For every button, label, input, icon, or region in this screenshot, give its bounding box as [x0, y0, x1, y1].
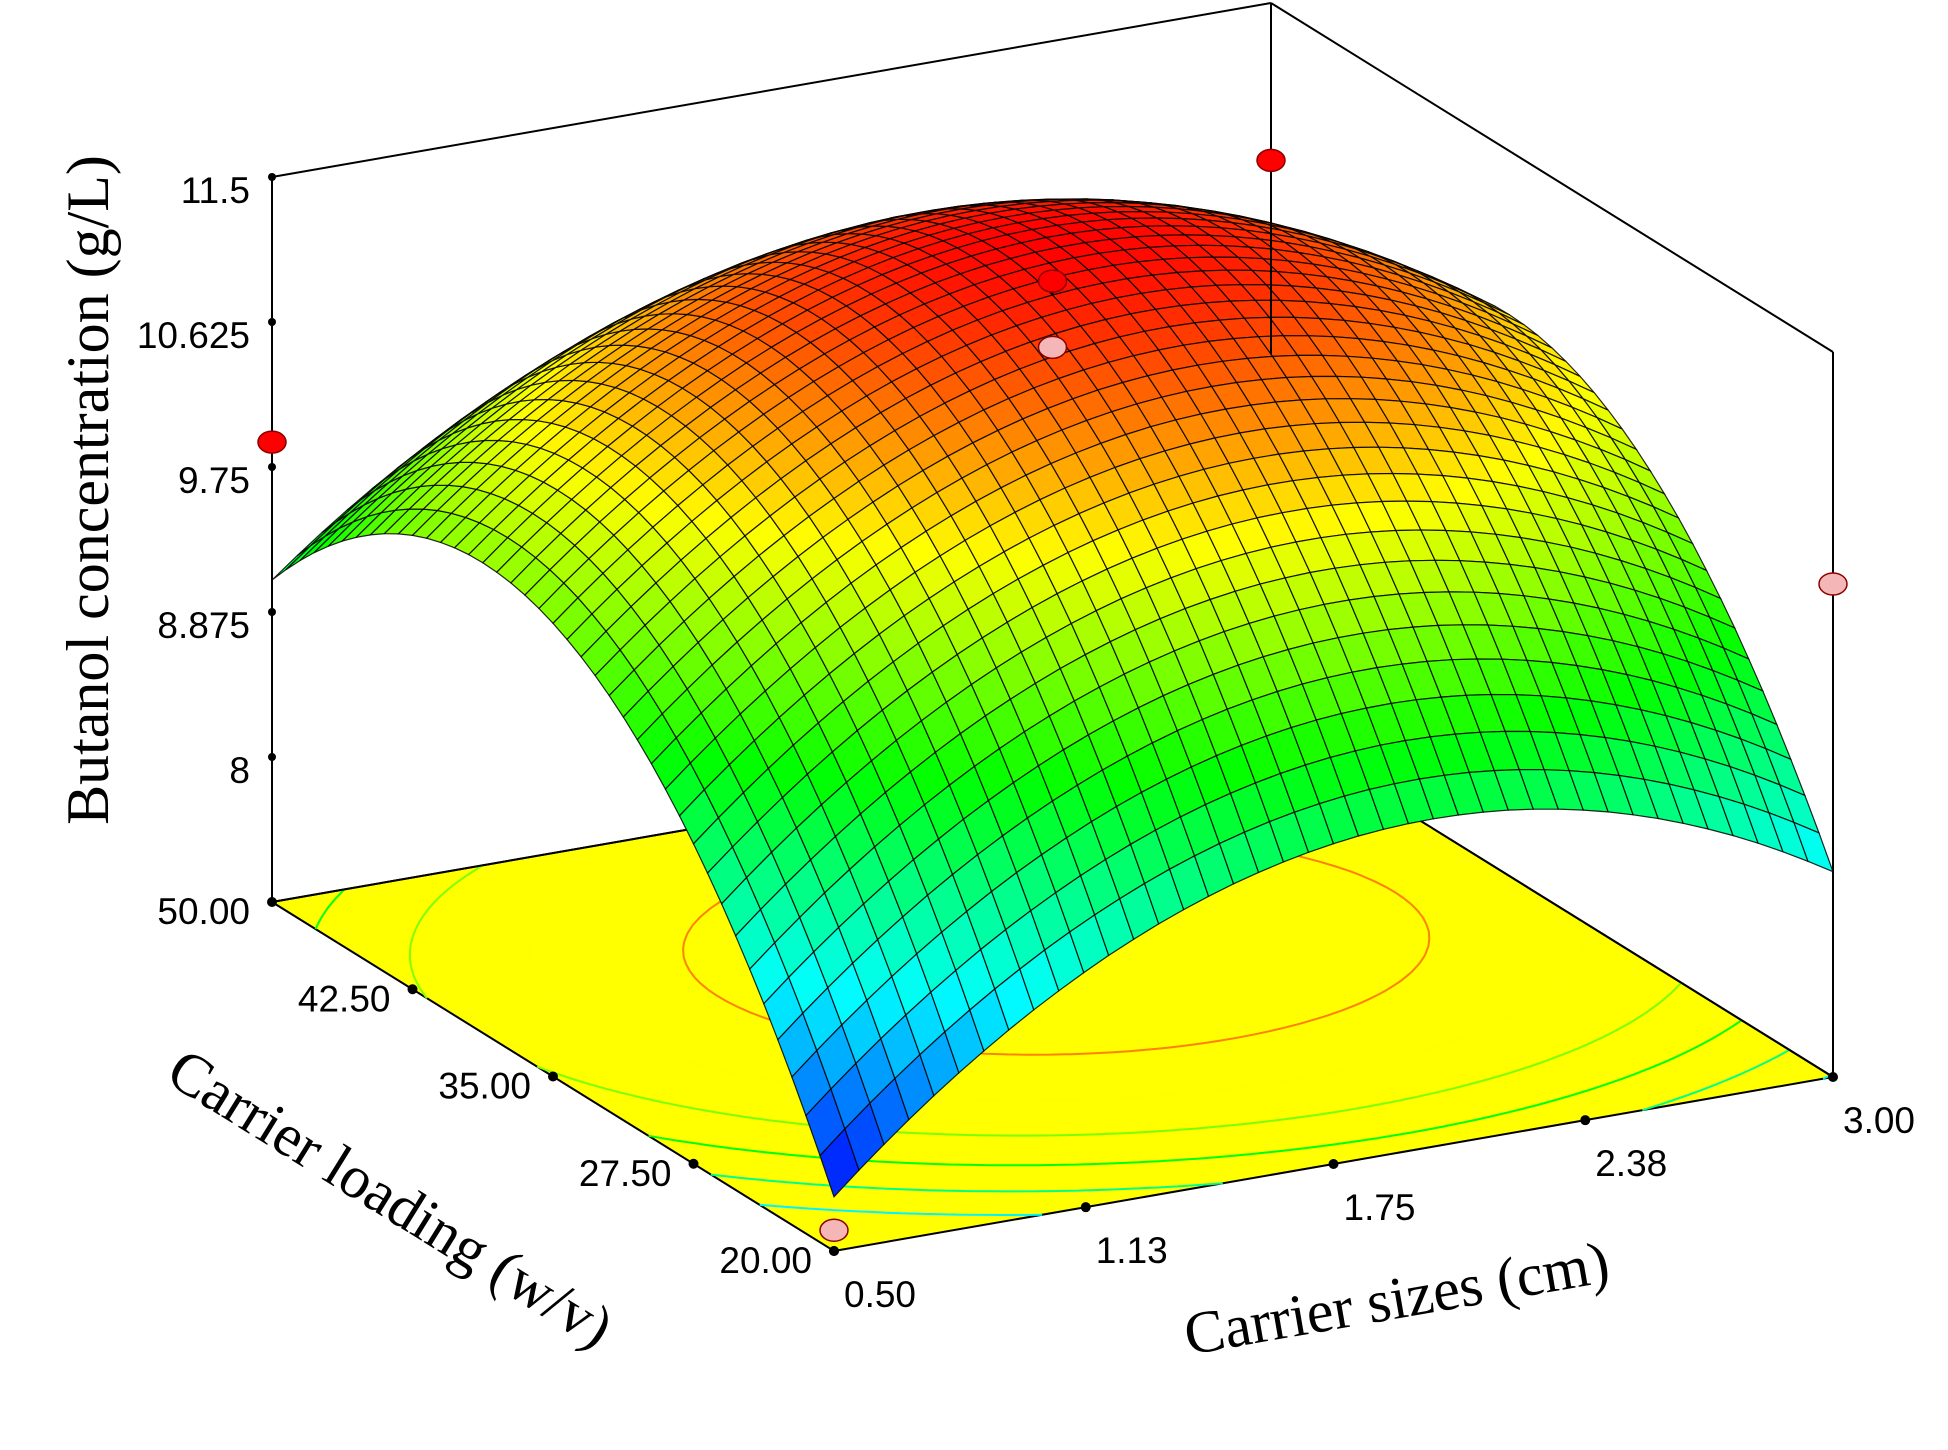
z-axis-title: Butanol concentration (g/L)	[55, 155, 121, 825]
response-surface	[271, 198, 1835, 1198]
x-tick-mark	[829, 1246, 839, 1256]
y-tick-mark	[548, 1071, 558, 1082]
z-tick-label: 8.875	[157, 605, 250, 646]
surface-cell	[1792, 821, 1835, 873]
x-tick-mark	[1080, 1202, 1091, 1213]
contour-line	[314, 727, 1743, 1167]
x-tick-mark	[1328, 1159, 1339, 1169]
x-tick-label: 0.50	[844, 1274, 916, 1315]
y-tick-mark	[267, 897, 277, 907]
x-tick-label: 2.38	[1595, 1143, 1667, 1184]
y-tick-label: 42.50	[298, 978, 391, 1019]
z-tick-mark	[268, 173, 276, 181]
x-tick-label: 1.75	[1344, 1187, 1416, 1228]
design-point	[257, 430, 287, 454]
y-tick-mark	[688, 1158, 699, 1169]
z-tick-mark	[268, 463, 276, 471]
x-tick-mark	[1580, 1115, 1591, 1126]
y-tick-label: 50.00	[157, 891, 250, 932]
z-tick-label: 9.75	[178, 460, 250, 501]
x-tick-label: 1.13	[1096, 1230, 1168, 1271]
z-tick-mark	[268, 318, 276, 326]
design-point	[1818, 572, 1848, 596]
z-tick-mark	[268, 608, 276, 616]
z-tick-label: 10.625	[137, 315, 250, 356]
y-tick-label: 20.00	[719, 1240, 812, 1281]
top-back-edge	[271, 2, 1272, 178]
design-point	[1256, 148, 1286, 173]
x-axis-title: Carrier sizes (cm)	[1179, 1229, 1614, 1368]
y-axis-title: Carrier loading (w/v)	[157, 1035, 625, 1360]
z-tick-label: 11.5	[181, 170, 250, 211]
z-tick-mark	[268, 753, 276, 761]
y-tick-mark	[407, 984, 418, 995]
contour-line	[710, 1049, 1790, 1193]
axis-ticks: 8 8.875 9.75 10.625 11.5 20.00 27.50 35.00 42.50…	[137, 170, 1915, 1315]
design-point	[819, 1218, 849, 1243]
x-tick-label: 3.00	[1843, 1100, 1915, 1141]
top-right-edge	[1270, 2, 1834, 353]
y-tick-label: 35.00	[438, 1066, 531, 1107]
design-point	[1037, 269, 1068, 293]
y-tick-label: 27.50	[579, 1153, 672, 1194]
contour-line	[759, 1074, 1831, 1216]
design-point	[1037, 335, 1068, 360]
x-tick-mark	[1828, 1072, 1838, 1082]
z-tick-label: 8	[229, 750, 250, 791]
